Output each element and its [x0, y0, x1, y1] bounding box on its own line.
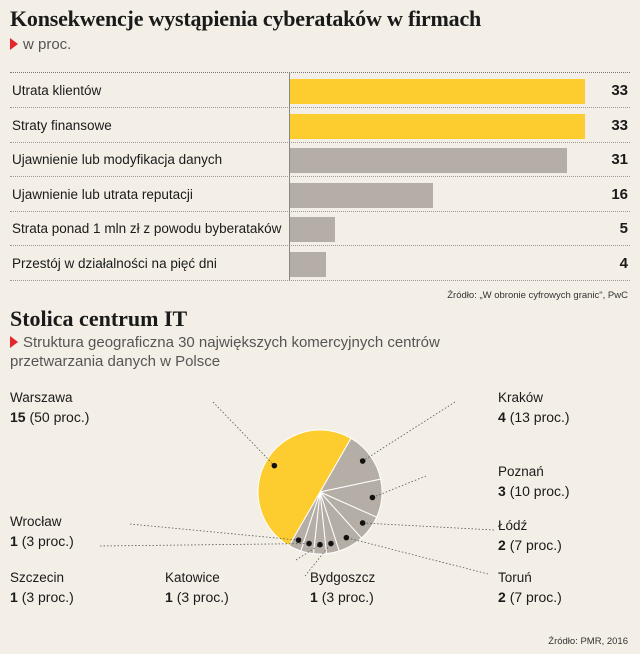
bar-label: Utrata klientów	[12, 83, 102, 98]
pie-city-label: Poznań	[498, 464, 544, 479]
triangle-marker-icon	[10, 336, 18, 348]
pie-value-label: 4 (13 proc.)	[498, 409, 570, 425]
pie-percent: (7 proc.)	[509, 589, 562, 605]
pie-percent: (3 proc.)	[176, 589, 229, 605]
bar-label: Przestój w działalności na pięć dni	[12, 255, 217, 271]
bar-row: Utrata klientów 33	[10, 73, 630, 108]
pie-city-label: Łódź	[498, 518, 528, 533]
bar-value-label: 5	[619, 220, 628, 237]
pie-city-label: Bydgoszcz	[310, 570, 376, 585]
pie-city-label: Warszawa	[10, 390, 73, 405]
source-note: Źródło: „W obronie cyfrowych granic", Pw…	[447, 290, 628, 301]
leader-dot	[343, 534, 350, 541]
bar-axis-line	[289, 73, 290, 281]
pie-percent: (3 proc.)	[21, 589, 74, 605]
pie-percent: (3 proc.)	[321, 589, 374, 605]
bar-row: Ujawnienie lub modyfikacja danych 31	[10, 142, 630, 177]
bar	[290, 217, 335, 242]
pie-value: 1	[165, 589, 173, 605]
bar-label: Straty finansowe	[12, 117, 112, 133]
leader-line	[295, 544, 321, 561]
leader-dot	[359, 520, 366, 526]
leader-dot	[271, 462, 278, 469]
pie-city-label: Katowice	[165, 570, 220, 585]
bar	[290, 113, 585, 139]
leader-dot	[359, 458, 366, 464]
pie-city-label: Szczecin	[10, 570, 65, 585]
section-subtitle-text: Struktura geograficzna 30 największych k…	[10, 334, 440, 370]
leader-line	[212, 401, 275, 466]
leader-line	[346, 537, 489, 575]
unit-label: w proc.	[23, 36, 72, 53]
pie-value-label: 1 (3 proc.)	[165, 589, 229, 605]
bar-label: Ujawnienie lub utrata reputacji	[12, 186, 193, 202]
leader-line	[372, 475, 427, 498]
pie-value: 1	[10, 533, 18, 549]
bar	[290, 79, 585, 104]
bar-row: Straty finansowe 33	[10, 108, 630, 143]
triangle-marker-icon	[10, 38, 18, 50]
pie-value: 1	[10, 589, 18, 605]
leader-line	[362, 522, 495, 531]
bar-row: Ujawnienie lub utrata reputacji 16	[10, 177, 630, 212]
chart-subtitle: w proc.	[10, 36, 71, 53]
pie-percent: (3 proc.)	[21, 533, 74, 549]
chart-title: Konsekwencje wystąpienia cyberataków w f…	[10, 6, 482, 31]
section-title: Stolica centrum IT	[10, 306, 188, 331]
bar-value-label: 33	[611, 116, 628, 134]
pie-value-label: 2 (7 proc.)	[498, 537, 562, 553]
leader-dot	[369, 494, 376, 501]
bar-label: Strata ponad 1 mln zł z powodu byberatak…	[12, 221, 282, 236]
pie-percent: (50 proc.)	[29, 409, 90, 425]
pie-value-label: 1 (3 proc.)	[310, 589, 374, 605]
pie-value: 3	[498, 483, 506, 499]
pie-percent: (7 proc.)	[509, 537, 562, 553]
pie-value-label: 1 (3 proc.)	[10, 589, 74, 605]
pie-city-label: Wrocław	[10, 514, 62, 529]
pie-percent: (13 proc.)	[509, 409, 570, 425]
bar	[290, 148, 568, 173]
pie-slice	[257, 429, 352, 547]
pie-value-label: 15 (50 proc.)	[10, 409, 89, 425]
leader-line	[99, 543, 310, 547]
bar	[290, 182, 434, 208]
pie-city-label: Toruń	[498, 570, 532, 585]
leader-dot	[317, 541, 323, 548]
pie-value: 2	[498, 537, 506, 553]
leader-dot	[306, 540, 312, 547]
pie-value: 1	[310, 589, 318, 605]
bar-value-label: 16	[611, 185, 628, 203]
source-note-2: Źródło: PMR, 2016	[548, 636, 628, 647]
leader-dot	[295, 537, 302, 543]
pie-value: 15	[10, 409, 26, 425]
pie-percent: (10 proc.)	[509, 483, 570, 499]
bar-row: Przestój w działalności na pięć dni 4	[10, 246, 630, 281]
section-subtitle: Struktura geograficzna 30 największych k…	[10, 333, 530, 371]
pie-value: 2	[498, 589, 506, 605]
leader-dot	[328, 540, 334, 547]
pie-value-label: 3 (10 proc.)	[498, 483, 570, 499]
bar-value-label: 31	[611, 151, 628, 168]
bar-label: Ujawnienie lub modyfikacja danych	[12, 152, 223, 167]
pie-city-label: Kraków	[498, 390, 544, 405]
pie-value-label: 2 (7 proc.)	[498, 589, 562, 605]
bar	[290, 251, 326, 277]
leader-line	[362, 401, 456, 462]
leader-line	[129, 523, 299, 541]
bar-row: Strata ponad 1 mln zł z powodu byberatak…	[10, 211, 630, 246]
bar-value-label: 33	[611, 82, 628, 99]
pie-value-label: 1 (3 proc.)	[10, 533, 74, 549]
pie-value: 4	[498, 409, 506, 425]
divider	[10, 72, 630, 73]
bar-value-label: 4	[619, 254, 628, 272]
